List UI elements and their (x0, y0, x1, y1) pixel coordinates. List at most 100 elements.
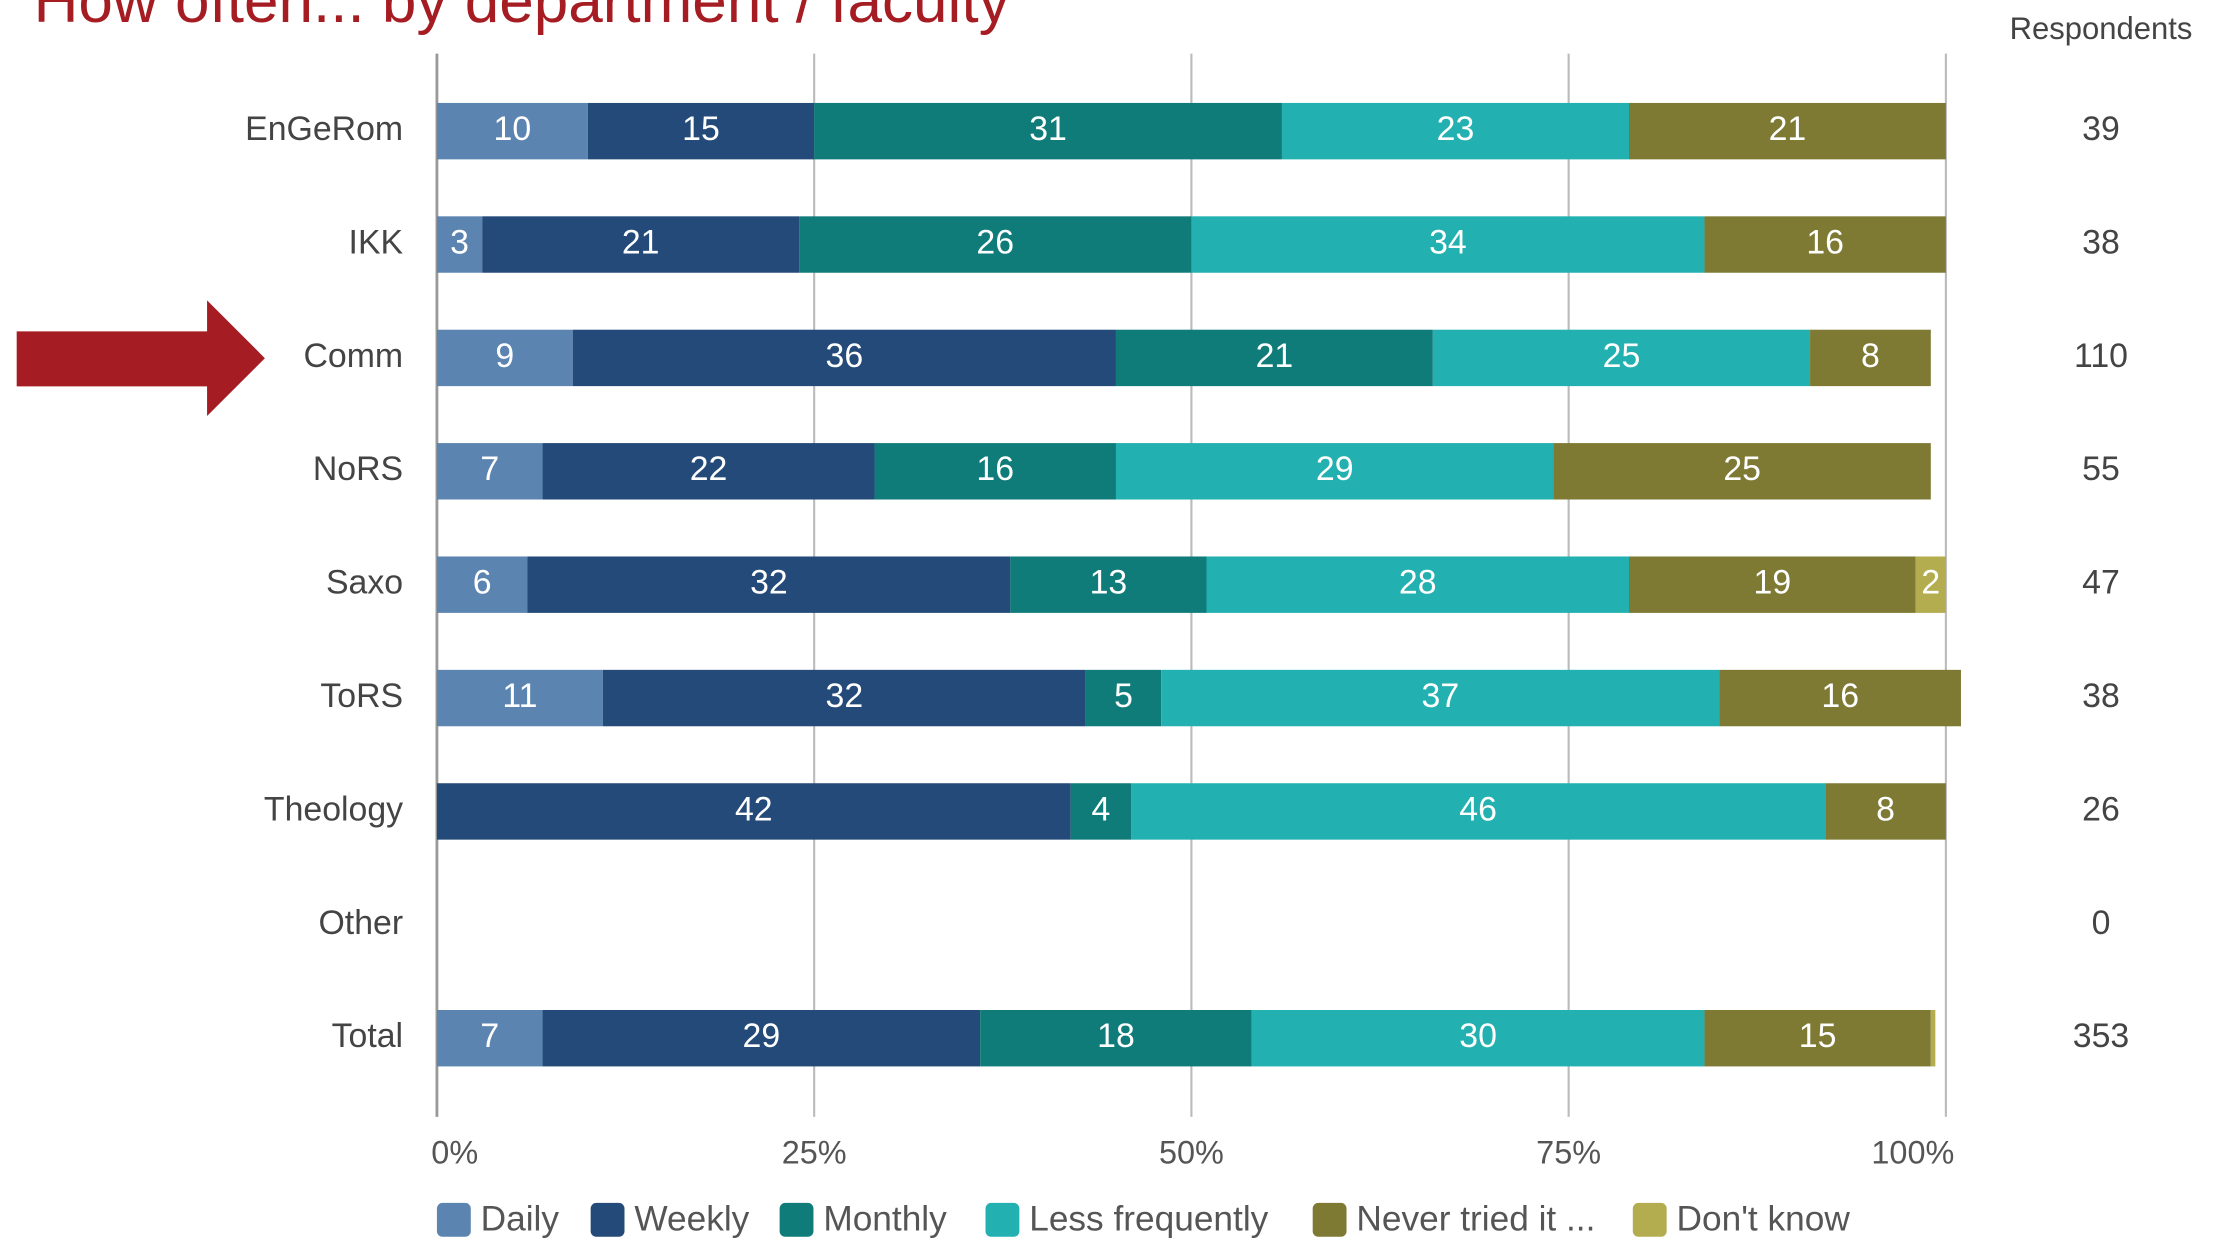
data-label: 31 (1029, 110, 1067, 148)
legend-label: Never tried it ... (1356, 1200, 1595, 1239)
data-label: 22 (690, 450, 728, 488)
data-label: 19 (1754, 564, 1792, 602)
respondents-value: 26 (2082, 790, 2120, 828)
data-label: 16 (1806, 223, 1844, 261)
bar-segment (1161, 669, 1720, 727)
bar-segment (587, 102, 815, 160)
data-label: 28 (1399, 564, 1437, 602)
respondents-value: 0 (2092, 904, 2111, 942)
x-tick-label: 100% (1871, 1135, 1954, 1171)
bar-segment (1915, 556, 1946, 613)
bar-segment (436, 329, 573, 387)
category-label: NoRS (313, 450, 403, 488)
bar-segment (436, 102, 588, 160)
data-label: 11 (502, 677, 537, 715)
bar-segment (1810, 329, 1931, 387)
data-label: 10 (494, 110, 532, 148)
bar-segment (1629, 556, 1916, 613)
bar-segment (1719, 669, 1961, 727)
data-label: 3 (450, 223, 469, 261)
bar-segment (436, 216, 483, 273)
respondents-value: 353 (2073, 1017, 2129, 1055)
legend-label: Don't know (1677, 1200, 1851, 1239)
bar-segment (1206, 556, 1630, 613)
legend-swatch (590, 1202, 625, 1237)
bar-segment (1704, 216, 1946, 273)
data-label: 21 (622, 223, 660, 261)
respondents-header: Respondents (2010, 11, 2193, 46)
data-label: 37 (1422, 677, 1460, 715)
respondents-value: 38 (2082, 223, 2120, 261)
bar-segment (1704, 1010, 1931, 1067)
bar-segment (542, 1010, 981, 1067)
x-tick-label: 50% (1159, 1135, 1224, 1171)
bar-segment (1115, 329, 1433, 387)
bar-segment (1825, 783, 1946, 840)
legend-swatch (436, 1202, 471, 1237)
bar-segment (1629, 102, 1946, 160)
bar-segment (1070, 783, 1132, 840)
legend-label: Less frequently (1029, 1200, 1268, 1239)
bar-segment (572, 329, 1116, 387)
data-label: 25 (1603, 337, 1641, 375)
category-label: Theology (264, 790, 403, 828)
bar-segment (814, 102, 1282, 160)
bar-segment (1553, 443, 1931, 500)
x-tick-label: 75% (1536, 1135, 1601, 1171)
data-label: 8 (1861, 337, 1880, 375)
data-label: 15 (682, 110, 720, 148)
category-label: EnGeRom (245, 110, 403, 148)
bar-segment (542, 443, 875, 500)
data-label: 21 (1769, 110, 1807, 148)
data-label: 13 (1090, 564, 1128, 602)
category-label: Other (318, 904, 403, 942)
data-label: 29 (743, 1017, 781, 1055)
data-label: 6 (473, 564, 492, 602)
legend-swatch (1312, 1202, 1347, 1237)
data-label: 7 (480, 1017, 499, 1055)
data-label: 34 (1429, 223, 1467, 261)
data-label: 30 (1459, 1017, 1497, 1055)
chart-title: How often... by department / faculty (34, 0, 1010, 36)
category-label: IKK (349, 223, 404, 261)
data-label: 29 (1316, 450, 1354, 488)
bar-segment (1432, 329, 1811, 387)
category-label: ToRS (320, 677, 403, 715)
data-label: 25 (1723, 450, 1761, 488)
bar-segment (436, 669, 603, 727)
bar-segment (1251, 1010, 1705, 1067)
respondents-value: 47 (2082, 564, 2120, 602)
bar-segment (1131, 783, 1826, 840)
data-label: 32 (826, 677, 864, 715)
data-label: 2 (1921, 564, 1940, 602)
data-label: 4 (1091, 790, 1110, 828)
legend-swatch (1632, 1202, 1667, 1237)
bar-segment (1281, 102, 1630, 160)
bar-segment (874, 443, 1116, 500)
data-label: 7 (480, 450, 499, 488)
bar-segment (799, 216, 1192, 273)
data-label: 42 (735, 790, 773, 828)
category-label: Comm (303, 337, 403, 375)
bar-segment (1191, 216, 1705, 273)
legend-swatch (779, 1202, 814, 1237)
respondents-value: 38 (2082, 677, 2120, 715)
bar-segment (1115, 443, 1554, 500)
bar-segment (436, 556, 528, 613)
legend-label: Daily (481, 1200, 560, 1239)
bar-segment (436, 783, 1071, 840)
data-label: 9 (495, 337, 514, 375)
legend-swatch (985, 1202, 1020, 1237)
highlight-arrow (16, 300, 265, 417)
bar-segment (1010, 556, 1207, 613)
data-label: 18 (1097, 1017, 1135, 1055)
data-label: 16 (976, 450, 1014, 488)
data-label: 26 (976, 223, 1014, 261)
data-label: 5 (1114, 677, 1133, 715)
x-tick-label: 0% (431, 1135, 478, 1171)
respondents-value: 39 (2082, 110, 2120, 148)
data-label: 16 (1821, 677, 1859, 715)
category-label: Saxo (326, 564, 403, 602)
data-label: 15 (1799, 1017, 1837, 1055)
